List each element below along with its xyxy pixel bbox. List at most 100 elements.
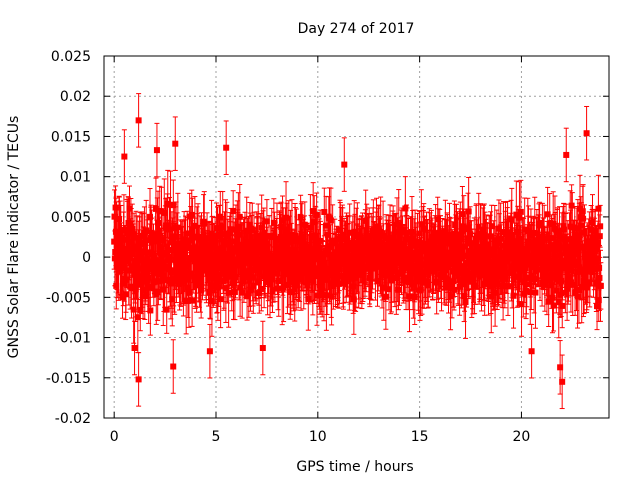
data-point	[309, 277, 316, 284]
data-point	[210, 283, 217, 290]
data-point	[163, 306, 170, 313]
data-point	[169, 296, 176, 303]
data-point	[187, 255, 194, 262]
data-point	[332, 277, 339, 284]
data-point	[356, 240, 363, 247]
data-point	[111, 238, 118, 245]
data-point	[237, 284, 244, 291]
data-point	[131, 258, 138, 265]
data-point	[262, 252, 269, 259]
data-point	[116, 215, 123, 222]
data-point	[285, 269, 292, 276]
data-point	[348, 260, 355, 267]
data-point	[301, 261, 308, 268]
data-point	[220, 277, 227, 284]
data-point	[278, 223, 285, 230]
data-point	[228, 226, 235, 233]
data-point	[212, 265, 219, 272]
data-point	[234, 228, 241, 235]
data-point	[136, 257, 143, 264]
data-point	[357, 252, 364, 259]
data-point	[355, 257, 362, 264]
data-point	[151, 268, 158, 275]
data-point	[205, 274, 212, 281]
data-point	[149, 260, 156, 267]
data-point	[165, 253, 172, 260]
data-point	[246, 274, 253, 281]
data-point	[241, 242, 248, 249]
data-point	[253, 251, 260, 258]
data-point	[300, 241, 307, 248]
data-point	[277, 234, 284, 241]
data-point	[283, 255, 290, 262]
data-point	[272, 251, 279, 258]
data-point	[195, 273, 202, 280]
data-point	[292, 232, 299, 239]
data-point	[151, 265, 158, 272]
data-point	[250, 282, 257, 289]
data-point	[135, 246, 142, 253]
data-point	[139, 275, 146, 282]
data-point	[115, 262, 122, 269]
data-point	[149, 251, 156, 258]
data-point	[353, 251, 360, 258]
data-point	[305, 295, 312, 302]
data-point	[350, 255, 357, 262]
data-point	[165, 257, 172, 264]
data-point	[249, 274, 256, 281]
data-point	[217, 213, 224, 220]
data-point	[237, 262, 244, 269]
data-point	[307, 256, 314, 263]
data-point	[125, 219, 132, 226]
data-point	[148, 229, 155, 236]
data-point	[144, 277, 151, 284]
data-point	[128, 285, 135, 292]
data-point	[219, 224, 226, 231]
data-point	[191, 245, 198, 252]
data-point	[269, 272, 276, 279]
data-point	[216, 264, 223, 271]
data-point	[202, 247, 209, 254]
data-point	[287, 289, 294, 296]
data-point	[278, 243, 285, 250]
data-point	[143, 262, 150, 269]
data-point	[227, 247, 234, 254]
data-point	[157, 246, 164, 253]
data-point	[354, 233, 361, 240]
data-point	[147, 307, 154, 314]
data-point	[226, 241, 233, 248]
data-point	[257, 264, 264, 271]
data-point	[154, 289, 161, 296]
data-point	[190, 255, 197, 262]
data-point	[195, 256, 202, 263]
data-point	[264, 276, 271, 283]
data-point	[313, 292, 320, 299]
data-point	[268, 267, 275, 274]
data-point	[230, 268, 237, 275]
data-point	[206, 249, 213, 256]
data-point	[116, 240, 123, 247]
data-point	[174, 246, 181, 253]
data-point	[119, 294, 126, 301]
data-point	[239, 289, 246, 296]
data-point	[305, 251, 312, 258]
data-point	[349, 242, 356, 249]
data-point	[120, 236, 127, 243]
data-point	[168, 233, 175, 240]
data-point	[297, 214, 304, 221]
data-point	[336, 273, 343, 280]
data-point	[296, 276, 303, 283]
data-point	[120, 280, 127, 287]
data-point	[361, 256, 368, 263]
data-point	[350, 283, 357, 290]
data-point	[231, 263, 238, 270]
data-point	[229, 238, 236, 245]
data-point	[208, 263, 215, 270]
data-point	[353, 239, 360, 246]
data-point	[118, 260, 125, 267]
data-point	[130, 306, 137, 313]
data-point	[323, 251, 330, 258]
data-point	[156, 271, 163, 278]
data-point	[330, 282, 337, 289]
data-point	[171, 224, 178, 231]
